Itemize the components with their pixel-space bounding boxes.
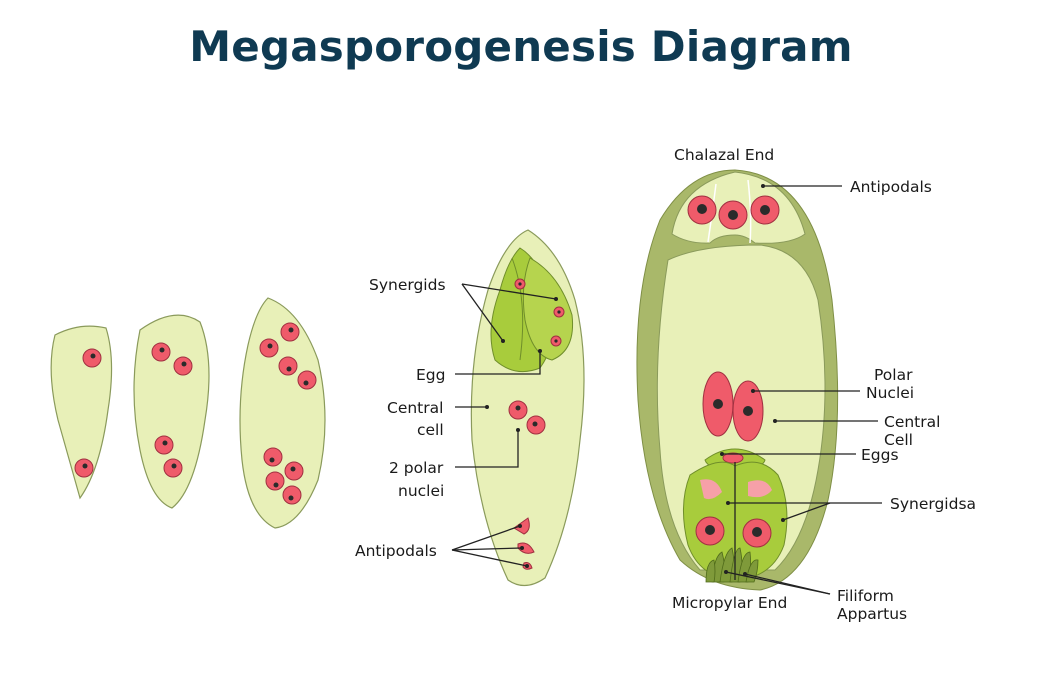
antipodal-nucleus: [687, 195, 717, 225]
label-filiform-apparatus: Appartus: [837, 605, 907, 623]
nucleus: [163, 458, 183, 478]
stage-mature-embryo-sac: Synergids Egg Central cell 2 polar nucle…: [355, 229, 585, 587]
nucleus: [278, 356, 298, 376]
page-title: Megasporogenesis Diagram: [189, 22, 853, 71]
egg-cell: [522, 257, 574, 361]
egg-nucleus: [722, 452, 744, 464]
label-chalazal-end: Chalazal End: [674, 146, 774, 164]
label-filiform-apparatus: Filiform: [837, 587, 894, 605]
leader-lines: [720, 184, 882, 595]
label-central-cell: Central: [387, 399, 443, 417]
label-micropylar-end: Micropylar End: [672, 594, 787, 612]
label-antipodals: Antipodals: [355, 542, 437, 560]
nucleus: [82, 348, 102, 368]
label-polar-nuclei: 2 polar: [389, 459, 444, 477]
label-polar-nuclei: Nuclei: [866, 384, 914, 402]
polar-nucleus: [702, 371, 734, 437]
label-central-cell: Central: [884, 413, 940, 431]
detailed-embryo-sac: Chalazal End Antipodals Polar Nuclei Cen…: [636, 146, 976, 623]
label-synergidsa: Synergidsa: [890, 495, 976, 513]
label-polar-nuclei: Polar: [874, 366, 913, 384]
antipodal-nucleus: [750, 195, 780, 225]
nucleus: [173, 356, 193, 376]
antipodal-cell: [517, 542, 535, 554]
stage-two-nucleate: [50, 325, 113, 500]
label-eggs: Eggs: [861, 446, 899, 464]
vacuole: [700, 479, 722, 500]
vacuole: [748, 480, 772, 498]
nucleus: [514, 278, 526, 290]
synergid-nucleus: [695, 516, 725, 546]
embryo-sac-outline: [50, 325, 113, 500]
nucleus: [151, 342, 171, 362]
label-polar-nuclei: nuclei: [398, 482, 444, 500]
stage-four-nucleate: [133, 314, 210, 509]
nucleus: [74, 458, 94, 478]
nucleus: [280, 322, 300, 342]
stage-eight-nucleate: [239, 297, 326, 529]
label-synergids: Synergids: [369, 276, 446, 294]
label-egg: Egg: [416, 366, 445, 384]
nucleus: [259, 338, 279, 358]
nucleus: [265, 471, 285, 491]
embryo-sac-outline: [133, 314, 210, 509]
synergid-cell: [511, 257, 524, 361]
nucleus: [154, 435, 174, 455]
polar-nucleus: [526, 415, 546, 435]
nucleus: [553, 306, 565, 318]
polar-nucleus: [508, 400, 528, 420]
label-antipodals: Antipodals: [850, 178, 932, 196]
antipodal-divider: [747, 179, 752, 244]
nucleus: [263, 447, 283, 467]
embryo-sac-outline: [239, 297, 326, 529]
label-central-cell: Cell: [884, 431, 913, 449]
antipodal-nucleus: [718, 200, 748, 230]
nucleus: [282, 485, 302, 505]
nucleus: [550, 335, 562, 347]
nucleus: [284, 461, 304, 481]
label-central-cell: cell: [417, 421, 444, 439]
nucleus: [297, 370, 317, 390]
leader-lines: [451, 283, 558, 568]
polar-nucleus: [732, 380, 764, 442]
synergid-nucleus: [742, 518, 772, 548]
